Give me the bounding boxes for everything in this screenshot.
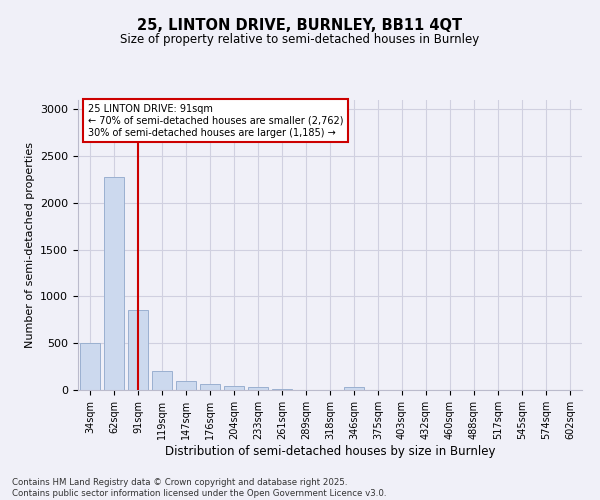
Bar xyxy=(224,386,244,390)
Bar xyxy=(176,380,196,390)
Bar xyxy=(272,388,292,390)
Text: Size of property relative to semi-detached houses in Burnley: Size of property relative to semi-detach… xyxy=(121,32,479,46)
Bar xyxy=(200,384,220,390)
X-axis label: Distribution of semi-detached houses by size in Burnley: Distribution of semi-detached houses by … xyxy=(165,444,495,458)
Text: 25, LINTON DRIVE, BURNLEY, BB11 4QT: 25, LINTON DRIVE, BURNLEY, BB11 4QT xyxy=(137,18,463,32)
Y-axis label: Number of semi-detached properties: Number of semi-detached properties xyxy=(25,142,35,348)
Text: 25 LINTON DRIVE: 91sqm
← 70% of semi-detached houses are smaller (2,762)
30% of : 25 LINTON DRIVE: 91sqm ← 70% of semi-det… xyxy=(88,104,344,138)
Bar xyxy=(344,387,364,390)
Bar xyxy=(128,310,148,390)
Bar xyxy=(248,387,268,390)
Bar xyxy=(80,343,100,390)
Text: Contains HM Land Registry data © Crown copyright and database right 2025.
Contai: Contains HM Land Registry data © Crown c… xyxy=(12,478,386,498)
Bar xyxy=(104,176,124,390)
Bar xyxy=(152,372,172,390)
